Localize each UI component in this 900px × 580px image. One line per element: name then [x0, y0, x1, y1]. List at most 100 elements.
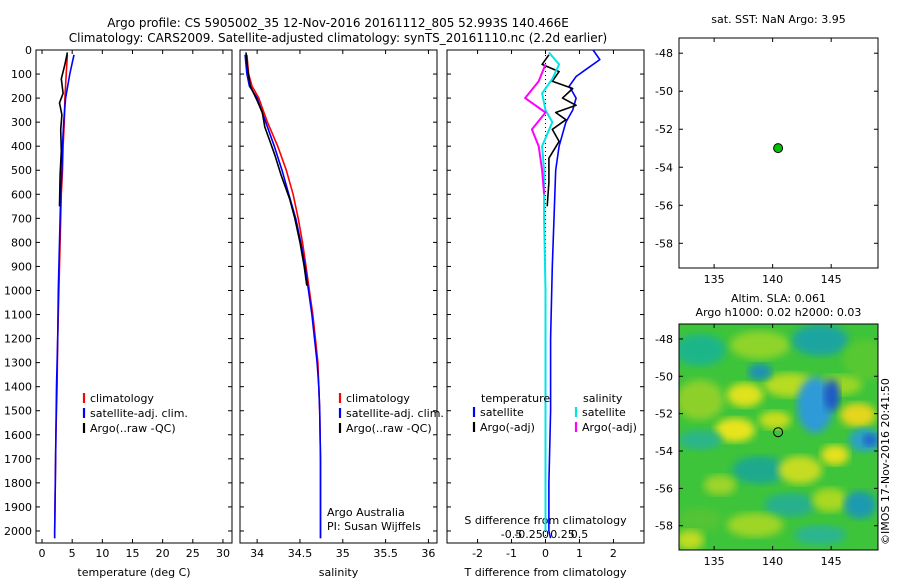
sst-map-x-tick-label: 135	[704, 273, 725, 286]
difference-legend-item: Argo(-adj)	[582, 421, 637, 434]
sla-anomaly-blob	[797, 377, 833, 433]
difference-x-tick-label: -1	[506, 547, 517, 560]
depth-tick-label: 1100	[4, 309, 32, 322]
depth-tick-label: 2000	[4, 525, 32, 538]
salinity-difference-tick-label: 0.5	[571, 528, 589, 541]
depth-tick-label: 300	[11, 116, 32, 129]
depth-tick-label: 0	[25, 44, 32, 57]
sla-map-y-tick-label: -48	[655, 333, 673, 346]
sla-anomaly-blob	[679, 334, 726, 366]
difference-x-tick-label: 2	[610, 547, 617, 560]
sla-map-x-tick-label: 135	[704, 555, 725, 568]
sla-anomaly-blob	[715, 418, 755, 442]
temperature-difference-axis-label: T difference from climatology	[464, 566, 627, 579]
sla-anomaly-blob	[794, 525, 846, 545]
sla-anomaly-blob	[840, 403, 876, 427]
temperature-x-tick-label: 20	[156, 547, 170, 560]
salinity-x-tick-label: 35	[336, 547, 350, 560]
difference-series-argo	[541, 54, 577, 207]
salinity-x-tick-label: 36	[421, 547, 435, 560]
difference-x-tick-label: 1	[576, 547, 583, 560]
salinity-legend-item: satellite-adj. clim.	[346, 407, 444, 420]
temperature-x-tick-label: 5	[69, 547, 76, 560]
sla-anomaly-blob	[863, 434, 877, 446]
salinity-legend-item: Argo(..raw -QC)	[346, 422, 432, 435]
header-line1: Argo profile: CS 5905002_35 12-Nov-2016 …	[107, 16, 569, 30]
salinity-series-satellite	[244, 54, 322, 539]
sla-anomaly-blob	[844, 491, 876, 519]
difference-x-tick-label: -2	[472, 547, 483, 560]
temperature-series-satellite	[53, 54, 75, 539]
salinity-difference-tick-label: 0	[542, 528, 549, 541]
sla-anomaly-blob	[748, 364, 772, 380]
sla-map-y-tick-label: -54	[655, 445, 673, 458]
salinity-difference-tick-label: -0.5	[501, 528, 522, 541]
sla-map-frame	[678, 323, 879, 551]
sst-map-y-tick-label: -50	[655, 85, 673, 98]
sla-anomaly-blob	[732, 456, 788, 484]
sla-anomaly-blob	[759, 411, 791, 429]
sla-map-y-tick-label: -58	[655, 520, 673, 533]
sla-anomaly-blob	[812, 488, 848, 512]
depth-tick-label: 1200	[4, 333, 32, 346]
sla-anomaly-blob	[679, 430, 722, 450]
temperature-x-tick-label: 25	[186, 547, 200, 560]
sla-anomaly-blob	[704, 475, 736, 495]
sla-anomaly-blob	[764, 493, 816, 517]
salinity-panel-frame	[239, 49, 438, 544]
temperature-x-tick-label: 10	[95, 547, 109, 560]
sst-map-y-tick-label: -54	[655, 161, 673, 174]
difference-legend-item: satellite	[582, 406, 626, 419]
sla-anomaly-blob	[824, 379, 840, 411]
sla-heatmap	[679, 324, 878, 550]
depth-tick-label: 1700	[4, 453, 32, 466]
sst-map-title: sat. SST: NaN Argo: 3.95	[711, 13, 845, 26]
depth-tick-label: 200	[11, 92, 32, 105]
depth-tick-label: 900	[11, 260, 32, 273]
depth-tick-label: 700	[11, 212, 32, 225]
depth-tick-label: 800	[11, 236, 32, 249]
temperature-x-tick-label: 0	[39, 547, 46, 560]
temperature-legend-item: Argo(..raw -QC)	[90, 422, 176, 435]
depth-tick-label: 1400	[4, 381, 32, 394]
sla-anomaly-blob	[778, 456, 822, 484]
sla-map-y-tick-label: -52	[655, 408, 673, 421]
difference-legend-item: Argo(-adj)	[480, 421, 535, 434]
credit-line1: Argo Australia	[327, 506, 405, 519]
difference-legend-item: satellite	[480, 406, 524, 419]
salinity-legend-item: climatology	[346, 392, 410, 405]
sla-map-subtitle: Argo h1000: 0.02 h2000: 0.03	[696, 306, 862, 319]
sla-anomaly-blob	[727, 383, 763, 407]
imos-timestamp: ©IMOS 17-Nov-2016 20:41:50	[879, 378, 892, 545]
sst-map-x-tick-label: 145	[821, 273, 842, 286]
temperature-x-tick-label: 30	[216, 547, 230, 560]
difference-series-satellite_salinity	[541, 51, 561, 531]
sla-map-x-tick-label: 140	[762, 555, 783, 568]
sla-map-y-tick-label: -56	[655, 482, 673, 495]
salinity-difference-tick-label: -0.25	[514, 528, 542, 541]
difference-series-satellite	[548, 49, 601, 539]
temperature-x-tick-label: 15	[125, 547, 139, 560]
temperature-series-argo	[58, 52, 69, 207]
salinity-x-tick-label: 35.5	[373, 547, 398, 560]
credit-line2: PI: Susan Wijffels	[327, 520, 421, 533]
sst-map-x-tick-label: 140	[762, 273, 783, 286]
difference-legend-title-temperature: temperature	[481, 392, 550, 405]
depth-tick-label: 1300	[4, 357, 32, 370]
depth-tick-label: 1600	[4, 429, 32, 442]
depth-tick-label: 100	[11, 68, 32, 81]
sst-map-y-tick-label: -48	[655, 47, 673, 60]
sst-map-y-tick-label: -52	[655, 123, 673, 136]
difference-legend-title-salinity: salinity	[583, 392, 623, 405]
sla-anomaly-blob	[821, 445, 849, 465]
temperature-x-axis-label: temperature (deg C)	[77, 566, 190, 579]
sla-anomaly-blob	[679, 380, 724, 420]
difference-x-tick-label: 0	[542, 547, 549, 560]
difference-series-argo_salinity	[524, 64, 547, 195]
depth-tick-label: 500	[11, 164, 32, 177]
temperature-panel-frame	[35, 49, 233, 544]
sla-map-title: Altim. SLA: 0.061	[731, 292, 826, 305]
depth-tick-label: 1800	[4, 477, 32, 490]
salinity-x-axis-label: salinity	[319, 566, 359, 579]
